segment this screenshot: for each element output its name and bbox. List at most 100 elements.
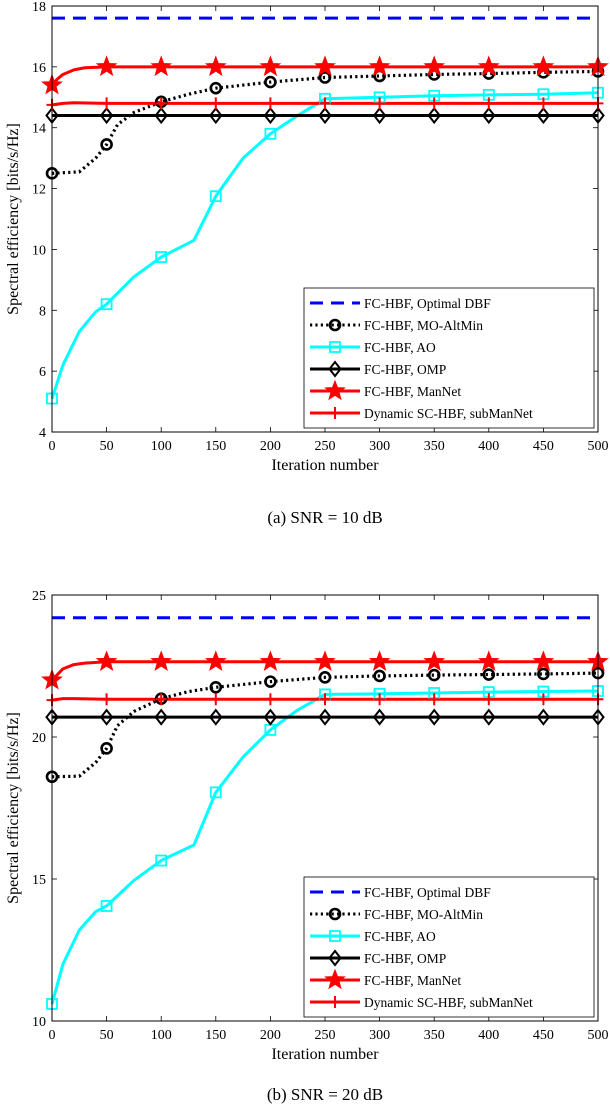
data-point-fc-hbf-mannet xyxy=(314,55,336,77)
x-tick-label: 450 xyxy=(533,1028,554,1043)
data-point-dynamic-sc-hbf-submannet xyxy=(210,693,222,706)
y-tick-label: 14 xyxy=(32,122,46,137)
data-point-dynamic-sc-hbf-submannet xyxy=(428,97,440,110)
data-point-fc-hbf-mannet xyxy=(477,650,500,671)
legend-entry-dynamic-sc-hbf-submannet: Dynamic SC-HBF, subManNet xyxy=(364,995,533,1010)
axis-ticks: 0 50 100 150 200 250 300 350 400 450 500 10 15 20 25 xyxy=(32,589,609,1043)
legend-marker-dynamic-sc-hbf-submannet xyxy=(329,996,341,1008)
data-point-dynamic-sc-hbf-submannet xyxy=(264,693,276,706)
x-tick-label: 450 xyxy=(533,439,554,454)
x-tick-label: 350 xyxy=(424,439,445,454)
data-point-fc-hbf-omp xyxy=(263,106,278,125)
y-tick-label: 12 xyxy=(32,183,46,198)
series-line-fc-hbf-mannet xyxy=(50,660,598,682)
x-tick-label: 50 xyxy=(100,1028,114,1043)
data-point-dynamic-sc-hbf-submannet xyxy=(155,693,167,706)
legend-marker-dynamic-sc-hbf-submannet xyxy=(329,407,341,419)
data-point-fc-hbf-omp xyxy=(427,106,441,125)
x-axis-title: Iteration number xyxy=(271,1046,379,1063)
chart-snr-10db: 0 50 100 150 200 250 300 350 400 450 500 4 6 8 10 12 14 1… xyxy=(5,0,609,527)
x-tick-label: 100 xyxy=(151,1028,172,1043)
axes-box xyxy=(51,594,599,1022)
x-tick-label: 300 xyxy=(369,439,390,454)
data-point-dynamic-sc-hbf-submannet xyxy=(319,693,331,706)
legend-entry-fc-hbf-omp: FC-HBF, OMP xyxy=(364,951,446,966)
y-tick-label: 15 xyxy=(32,873,46,888)
data-point-dynamic-sc-hbf-submannet xyxy=(319,97,331,110)
data-point-fc-hbf-ao xyxy=(264,127,277,140)
legend-entry-fc-hbf-ao: FC-HBF, AO xyxy=(364,340,436,355)
data-point-fc-hbf-mo-altmin xyxy=(537,667,550,681)
y-tick-label: 10 xyxy=(32,1015,46,1030)
y-tick-label: 8 xyxy=(39,304,46,319)
data-point-dynamic-sc-hbf-submannet xyxy=(537,97,549,110)
data-point-fc-hbf-mannet xyxy=(368,55,391,77)
data-point-fc-hbf-mo-altmin xyxy=(318,671,332,684)
data-point-dynamic-sc-hbf-submannet xyxy=(101,97,113,110)
y-tick-label: 10 xyxy=(32,243,46,258)
legend-marker-fc-hbf-mo-altmin xyxy=(328,318,342,332)
data-point-fc-hbf-omp xyxy=(482,708,496,726)
series-line-fc-hbf-ao xyxy=(50,91,599,399)
figure-caption: (a) SNR = 10 dB xyxy=(267,508,382,527)
y-axis-title: Spectral efficiency [bits/s/Hz] xyxy=(5,123,22,315)
data-point-fc-hbf-mannet xyxy=(204,55,227,77)
data-point-fc-hbf-omp xyxy=(536,708,551,726)
data-point-fc-hbf-omp xyxy=(372,106,387,125)
legend-entry-fc-hbf-mannet: FC-HBF, ManNet xyxy=(364,384,461,399)
data-point-dynamic-sc-hbf-submannet xyxy=(374,693,386,706)
data-point-fc-hbf-mannet xyxy=(314,650,336,671)
data-point-fc-hbf-omp xyxy=(318,106,332,125)
x-tick-label: 200 xyxy=(260,439,281,454)
x-tick-label: 0 xyxy=(49,1028,56,1043)
chart-snr-20db: 0 50 100 150 200 250 300 350 400 450 500 10 15 20 25 It… xyxy=(5,589,609,1104)
y-tick-label: 16 xyxy=(32,61,46,76)
legend-marker-fc-hbf-mannet xyxy=(324,968,346,990)
legend-marker-fc-hbf-omp xyxy=(328,949,342,967)
data-point-fc-hbf-mannet xyxy=(204,650,227,671)
data-point-fc-hbf-mannet xyxy=(259,650,282,671)
legend-entry-fc-hbf-mo-altmin: FC-HBF, MO-AltMin xyxy=(364,907,483,922)
y-tick-label: 6 xyxy=(39,365,46,380)
x-tick-label: 300 xyxy=(369,1028,390,1043)
data-point-fc-hbf-mo-altmin xyxy=(318,71,332,84)
x-tick-label: 250 xyxy=(315,1028,336,1043)
legend: FC-HBF, Optimal DBF FC-HBF, MO-AltMin FC-H… xyxy=(303,287,595,429)
data-point-dynamic-sc-hbf-submannet xyxy=(264,97,276,110)
data-point-dynamic-sc-hbf-submannet xyxy=(537,693,549,706)
legend-entry-fc-hbf-omp: FC-HBF, OMP xyxy=(364,362,446,377)
data-point-fc-hbf-omp xyxy=(154,708,168,726)
y-axis-title: Spectral efficiency [bits/s/Hz] xyxy=(5,712,22,904)
series-line-dynamic-sc-hbf-submannet xyxy=(51,697,598,702)
data-point-fc-hbf-omp xyxy=(209,708,223,726)
data-point-fc-hbf-ao xyxy=(209,786,222,799)
data-point-fc-hbf-omp xyxy=(372,708,387,726)
data-point-fc-hbf-omp xyxy=(482,106,496,125)
data-point-fc-hbf-omp xyxy=(318,708,332,726)
x-tick-label: 150 xyxy=(205,439,226,454)
x-tick-label: 150 xyxy=(205,1028,226,1043)
data-point-dynamic-sc-hbf-submannet xyxy=(155,97,167,110)
data-point-dynamic-sc-hbf-submannet xyxy=(483,693,495,706)
data-point-fc-hbf-omp xyxy=(99,708,114,726)
data-point-fc-hbf-mannet xyxy=(368,650,391,671)
axes-box xyxy=(51,5,599,433)
data-point-fc-hbf-ao xyxy=(100,900,113,912)
series-line-fc-hbf-mannet xyxy=(50,65,598,87)
series-lines xyxy=(50,16,599,399)
x-tick-label: 500 xyxy=(588,1028,609,1043)
legend-entry-fc-hbf-optimal-dbf: FC-HBF, Optimal DBF xyxy=(364,296,491,311)
x-tick-label: 250 xyxy=(315,439,336,454)
x-tick-label: 400 xyxy=(478,439,499,454)
legend: FC-HBF, Optimal DBF FC-HBF, MO-AltMin FC-H… xyxy=(303,876,595,1018)
data-point-fc-hbf-mannet xyxy=(423,55,446,77)
data-point-dynamic-sc-hbf-submannet xyxy=(101,693,113,706)
y-tick-label: 20 xyxy=(32,731,46,746)
x-tick-label: 100 xyxy=(151,439,172,454)
x-axis-title: Iteration number xyxy=(271,457,379,474)
data-point-fc-hbf-omp xyxy=(154,106,168,125)
x-tick-label: 500 xyxy=(588,439,609,454)
data-point-fc-hbf-omp xyxy=(263,708,278,726)
figure-caption: (b) SNR = 20 dB xyxy=(267,1085,383,1104)
